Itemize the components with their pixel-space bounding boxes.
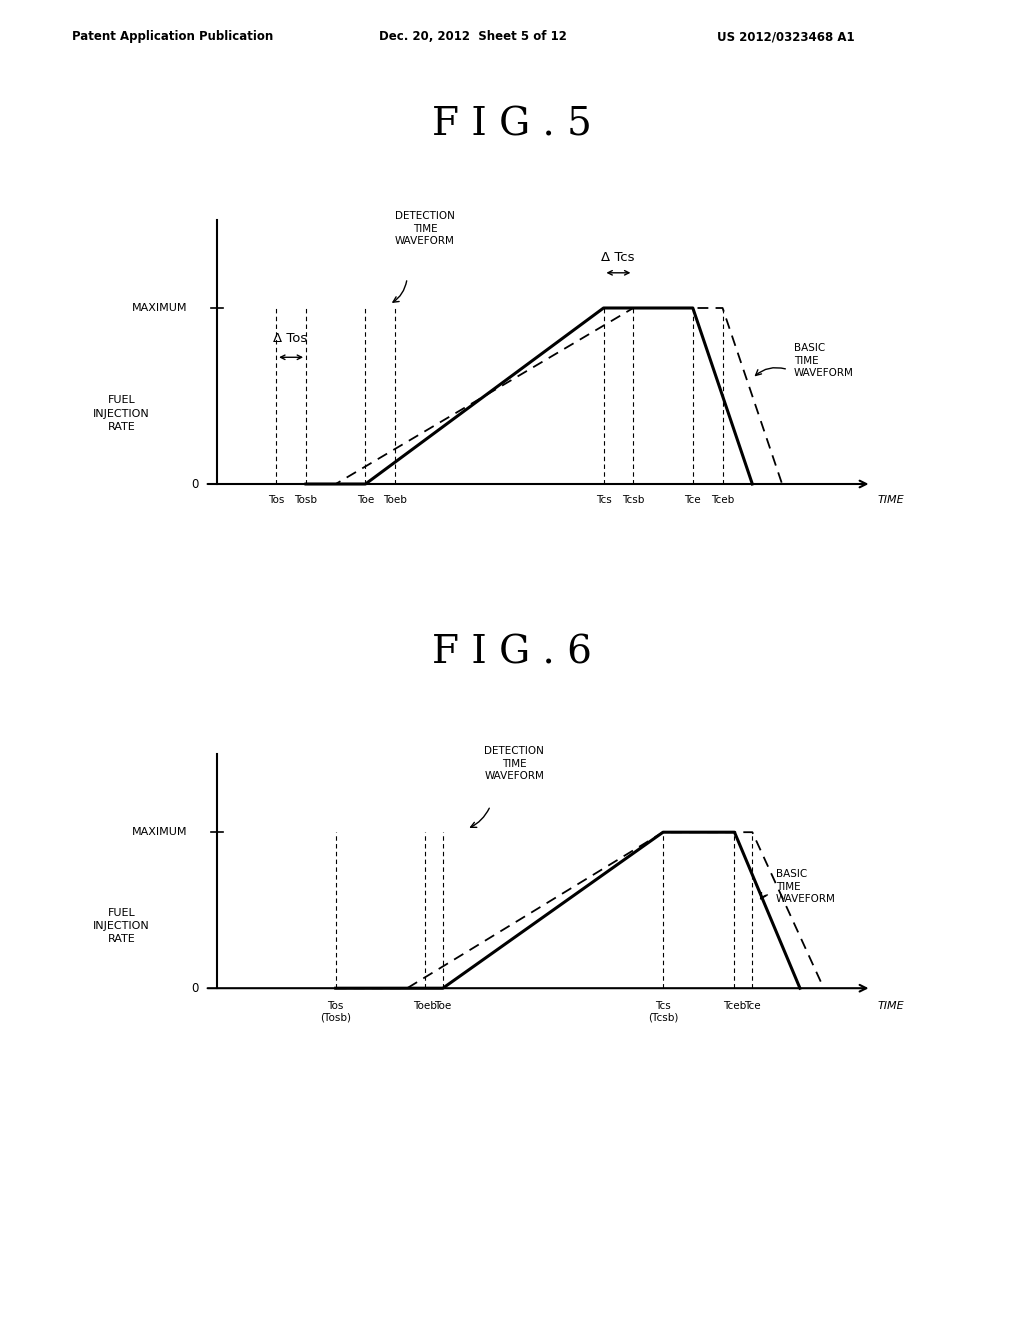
Text: Tcs: Tcs: [596, 495, 611, 504]
Text: Tce: Tce: [684, 495, 701, 504]
Text: DETECTION
TIME
WAVEFORM: DETECTION TIME WAVEFORM: [395, 211, 455, 246]
Text: TIME: TIME: [878, 495, 904, 504]
Text: TIME: TIME: [878, 1001, 904, 1011]
Text: Toeb: Toeb: [413, 1001, 437, 1011]
Text: Δ Tcs: Δ Tcs: [600, 251, 634, 264]
Text: Tce: Tce: [744, 1001, 761, 1011]
Text: FUEL
INJECTION
RATE: FUEL INJECTION RATE: [93, 908, 150, 944]
Text: DETECTION
TIME
WAVEFORM: DETECTION TIME WAVEFORM: [484, 746, 544, 781]
Text: F I G . 5: F I G . 5: [432, 107, 592, 144]
Text: Tceb: Tceb: [711, 495, 734, 504]
Text: FUEL
INJECTION
RATE: FUEL INJECTION RATE: [93, 396, 150, 432]
Text: BASIC
TIME
WAVEFORM: BASIC TIME WAVEFORM: [794, 343, 854, 379]
Text: Tos: Tos: [268, 495, 285, 504]
Text: Toe: Toe: [434, 1001, 452, 1011]
Text: Tos
(Tosb): Tos (Tosb): [321, 1001, 351, 1022]
Text: Tceb: Tceb: [723, 1001, 746, 1011]
Text: Patent Application Publication: Patent Application Publication: [72, 30, 273, 44]
Text: Toe: Toe: [357, 495, 374, 504]
Text: BASIC
TIME
WAVEFORM: BASIC TIME WAVEFORM: [776, 870, 836, 904]
Text: 0: 0: [191, 982, 199, 995]
Text: Δ Tos: Δ Tos: [273, 331, 307, 345]
Text: Tcsb: Tcsb: [623, 495, 644, 504]
Text: Tosb: Tosb: [295, 495, 317, 504]
Text: Dec. 20, 2012  Sheet 5 of 12: Dec. 20, 2012 Sheet 5 of 12: [379, 30, 566, 44]
Text: US 2012/0323468 A1: US 2012/0323468 A1: [717, 30, 854, 44]
Text: Tcs
(Tcsb): Tcs (Tcsb): [648, 1001, 678, 1022]
Text: MAXIMUM: MAXIMUM: [131, 828, 187, 837]
Text: MAXIMUM: MAXIMUM: [131, 304, 187, 313]
Text: 0: 0: [191, 478, 199, 491]
Text: Toeb: Toeb: [383, 495, 408, 504]
Text: F I G . 6: F I G . 6: [432, 635, 592, 672]
